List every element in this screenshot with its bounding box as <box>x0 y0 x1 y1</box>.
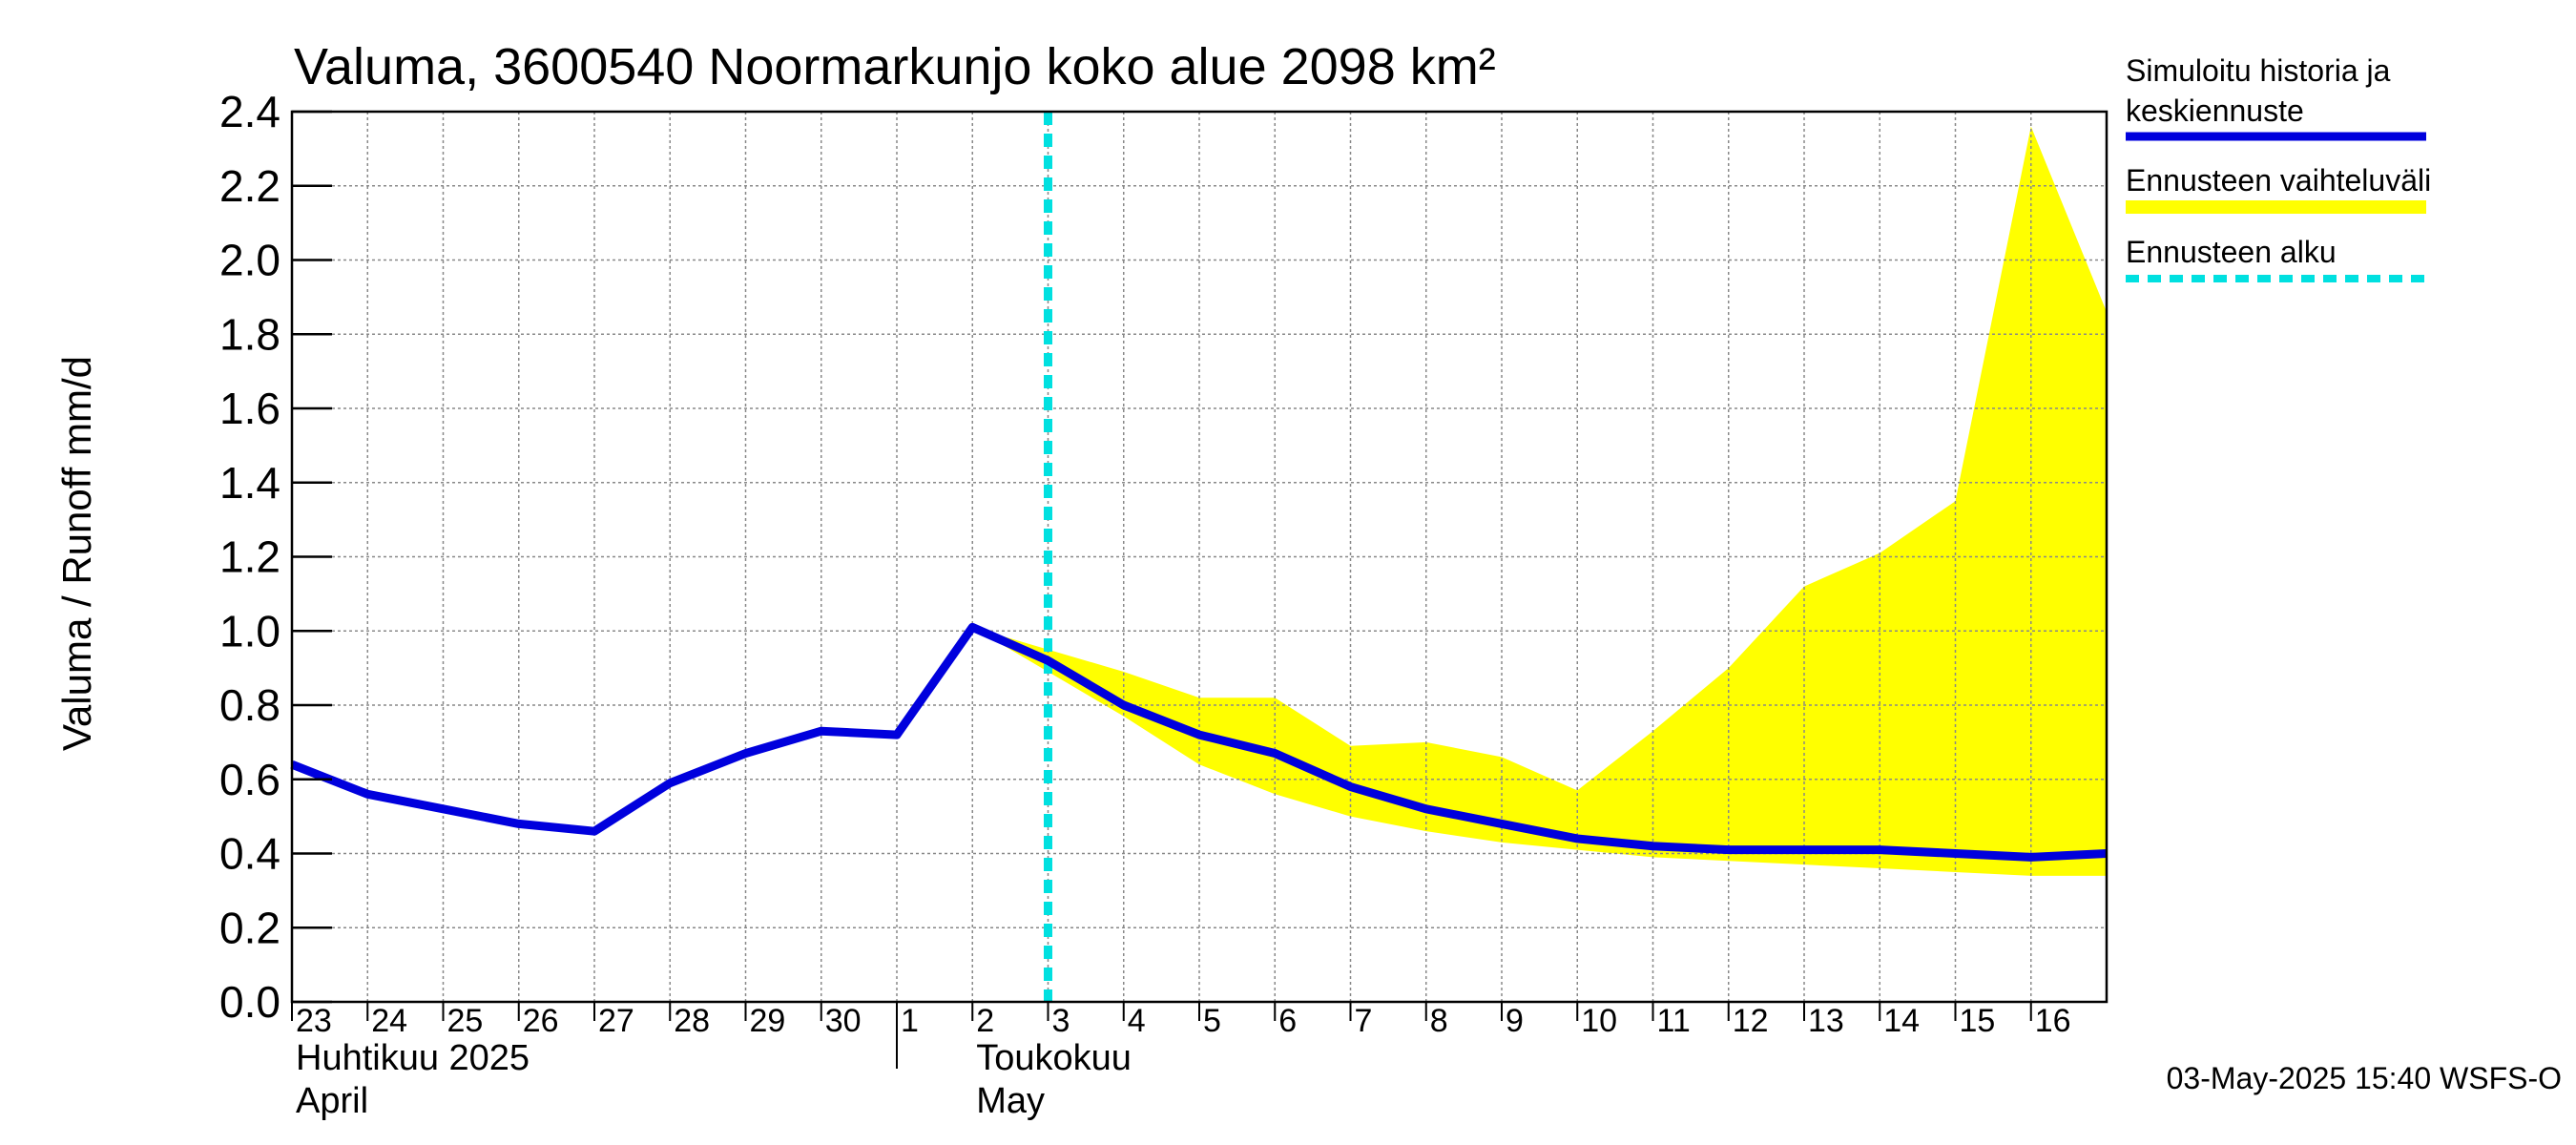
month-label-en: April <box>296 1081 368 1121</box>
y-axis-label: Valuma / Runoff mm/d <box>54 356 99 751</box>
x-tick-label: 9 <box>1506 1003 1524 1039</box>
x-tick-label: 1 <box>901 1003 919 1039</box>
timestamp: 03-May-2025 15:40 WSFS-O <box>2167 1061 2562 1095</box>
simulated-series <box>290 622 2108 862</box>
forecast-range-area <box>972 126 2107 876</box>
legend-label-forecast-start: Ennusteen alku <box>2126 235 2337 269</box>
y-axis-ticks: 0.0 0.2 0.4 0.6 0.8 1.0 1.2 1.4 1.6 1.8 2.0 2.2 2.4 <box>219 87 332 1027</box>
x-tick-label: 4 <box>1128 1003 1146 1039</box>
x-tick-label: 8 <box>1430 1003 1448 1039</box>
legend-label-simulated-2: keskiennuste <box>2126 94 2304 128</box>
legend-label-range: Ennusteen vaihteluväli <box>2126 163 2431 198</box>
x-tick-label: 12 <box>1733 1003 1769 1039</box>
x-tick-label: 5 <box>1203 1003 1221 1039</box>
x-tick-label: 28 <box>674 1003 710 1039</box>
y-tick-label: 1.0 <box>219 606 280 656</box>
y-tick-label: 2.0 <box>219 236 280 285</box>
month-label-en: May <box>976 1081 1045 1121</box>
y-tick-label: 2.2 <box>219 161 280 211</box>
x-tick-label: 25 <box>447 1003 484 1039</box>
legend: Simuloitu historia ja keskiennuste Ennuste… <box>2126 53 2431 282</box>
y-tick-label: 1.8 <box>219 309 280 359</box>
y-tick-label: 0.4 <box>219 829 280 879</box>
legend-label-simulated-1: Simuloitu historia ja <box>2126 53 2391 88</box>
x-tick-label: 30 <box>825 1003 862 1039</box>
y-tick-label: 1.6 <box>219 384 280 433</box>
chart-title: Valuma, 3600540 Noormarkunjo koko alue 2… <box>294 38 1496 95</box>
x-tick-label: 2 <box>976 1003 994 1039</box>
y-tick-label: 2.4 <box>219 87 280 136</box>
month-label-fi: Toukokuu <box>976 1038 1132 1078</box>
y-tick-label: 1.4 <box>219 458 280 508</box>
x-tick-label: 23 <box>296 1003 332 1039</box>
x-tick-label: 6 <box>1278 1003 1297 1039</box>
x-tick-label: 3 <box>1052 1003 1070 1039</box>
x-tick-label: 16 <box>2035 1003 2071 1039</box>
y-tick-label: 0.6 <box>219 755 280 804</box>
month-label-fi: Huhtikuu 2025 <box>296 1038 530 1078</box>
x-tick-label: 24 <box>371 1003 407 1039</box>
forecast-range-band <box>972 126 2107 876</box>
x-tick-label: 10 <box>1581 1003 1617 1039</box>
y-tick-label: 0.8 <box>219 680 280 730</box>
y-tick-label: 0.0 <box>219 977 280 1027</box>
x-tick-label: 15 <box>1960 1003 1996 1039</box>
y-tick-label: 1.2 <box>219 532 280 582</box>
x-tick-label: 26 <box>523 1003 559 1039</box>
simulated-line <box>290 622 2108 862</box>
y-tick-label: 0.2 <box>219 903 280 952</box>
x-tick-label: 27 <box>598 1003 634 1039</box>
x-axis-ticks: 23 24 25 26 27 28 29 30 1 2 3 4 5 6 7 8 9 10 11 12 13 14 15 16 <box>291 1002 2071 1069</box>
x-tick-label: 7 <box>1355 1003 1373 1039</box>
x-tick-label: 14 <box>1883 1003 1920 1039</box>
x-tick-label: 29 <box>750 1003 786 1039</box>
x-tick-label: 11 <box>1657 1003 1691 1039</box>
x-tick-label: 13 <box>1808 1003 1844 1039</box>
